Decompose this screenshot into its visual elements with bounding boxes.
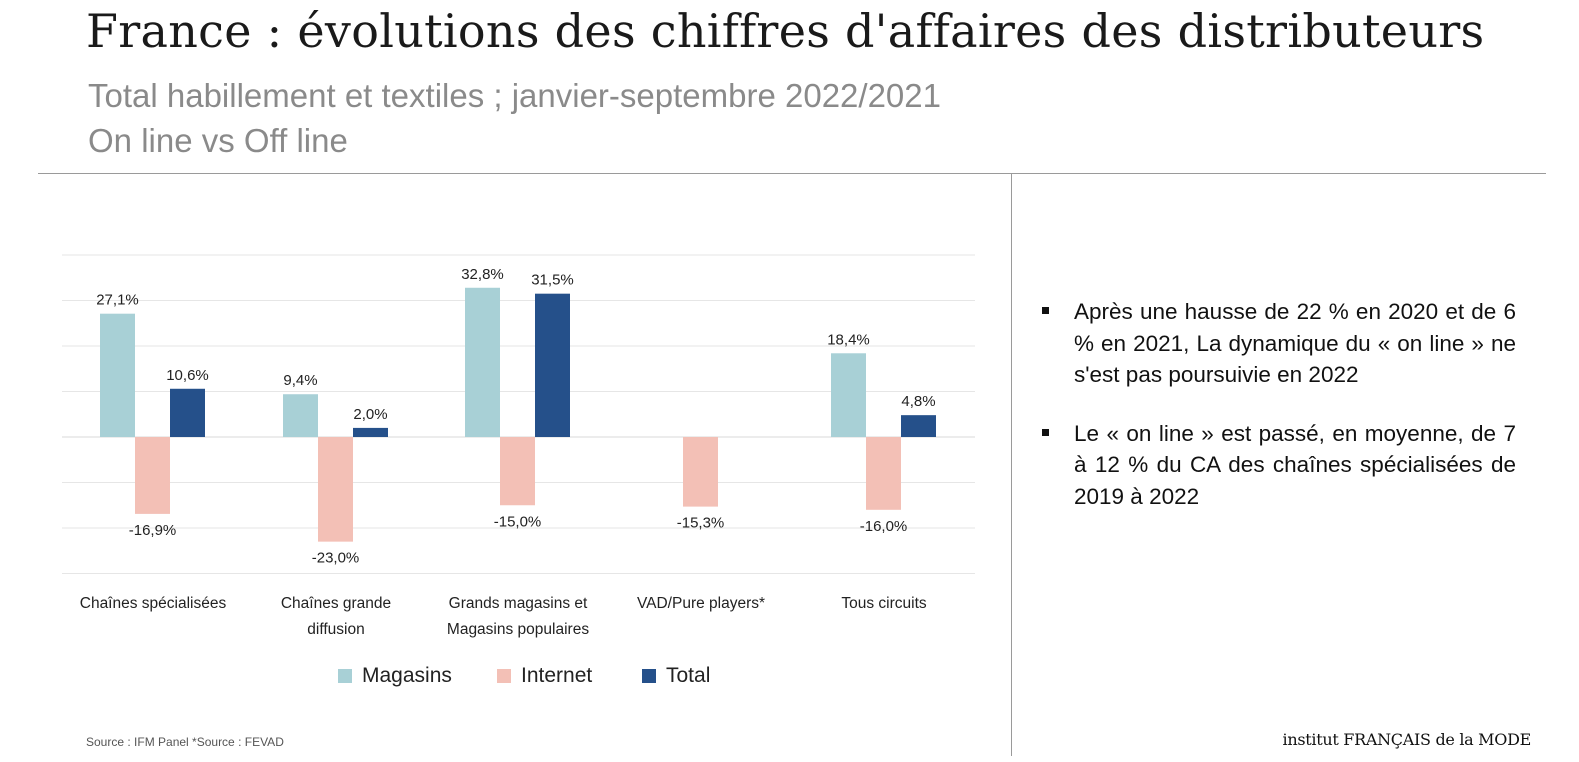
legend-swatch-magasins (338, 669, 352, 683)
chart-subtitle-2: On line vs Off line (88, 122, 348, 159)
commentary-list: Après une hausse de 22 % en 2020 et de 6… (1040, 296, 1516, 539)
bar-magasins (465, 287, 500, 437)
data-label: 9,4% (283, 372, 317, 389)
data-label: 10,6% (166, 367, 209, 384)
chart-legend: Magasins Internet Total (0, 664, 1011, 694)
data-label: -15,3% (677, 515, 725, 532)
data-label: -16,0% (860, 518, 908, 535)
bar-magasins (831, 353, 866, 437)
data-label: 2,0% (353, 406, 387, 423)
legend-swatch-total (642, 669, 656, 683)
commentary-text: Après une hausse de 22 % en 2020 et de 6… (1074, 299, 1516, 387)
commentary-item: Le « on line » est passé, en moyenne, de… (1040, 418, 1516, 513)
data-label: -16,9% (129, 522, 177, 539)
chart-subtitle: Total habillement et textiles ; janvier-… (88, 77, 941, 114)
bar-internet (318, 437, 353, 542)
legend-item-internet: Internet (497, 664, 592, 688)
bar-internet (500, 437, 535, 506)
commentary-item: Après une hausse de 22 % en 2020 et de 6… (1040, 296, 1516, 391)
legend-label-internet: Internet (521, 664, 593, 687)
bar-chart: 27,1% 9,4% 32,8% 18,4% -16,9% -23,0% -15,0% -15… (62, 254, 975, 638)
commentary-text: Le « on line » est passé, en moyenne, de… (1074, 420, 1516, 509)
bar-total (535, 293, 570, 437)
category-label: Magasins populaires (447, 621, 589, 638)
source-note: Source : IFM Panel *Source : FEVAD (86, 735, 284, 749)
bullet-marker-icon (1042, 307, 1049, 314)
data-label: 27,1% (96, 292, 139, 309)
data-label: 31,5% (531, 272, 574, 289)
bar-magasins (100, 313, 135, 437)
bar-internet (683, 437, 718, 507)
data-label: 32,8% (461, 266, 504, 283)
legend-swatch-internet (497, 669, 511, 683)
category-label: Tous circuits (841, 595, 927, 612)
ifm-logo: institut FRANÇAIS de la MODE (1282, 730, 1532, 749)
bar-internet (135, 437, 170, 514)
data-label: -23,0% (312, 550, 360, 567)
category-label: Chaînes spécialisées (80, 595, 227, 612)
category-label: Grands magasins et (449, 595, 588, 612)
data-label: 18,4% (827, 331, 870, 348)
bar-internet (866, 437, 901, 510)
category-label: diffusion (307, 621, 364, 638)
header-divider (38, 173, 1546, 174)
legend-item-total: Total (642, 664, 710, 688)
legend-label-magasins: Magasins (362, 664, 452, 687)
legend-label-total: Total (666, 664, 711, 687)
bar-total (170, 388, 205, 437)
chart-title: France : évolutions des chiffres d'affai… (86, 4, 1485, 58)
bullet-marker-icon (1042, 428, 1049, 436)
bar-total (353, 427, 388, 437)
bar-magasins (283, 394, 318, 437)
panel-divider (1011, 174, 1012, 756)
category-label: Chaînes grande (281, 595, 391, 612)
data-label: 4,8% (901, 393, 935, 410)
bar-total (901, 415, 936, 437)
legend-item-magasins: Magasins (338, 664, 452, 688)
data-label: -15,0% (494, 513, 542, 530)
category-label: VAD/Pure players* (637, 595, 765, 612)
